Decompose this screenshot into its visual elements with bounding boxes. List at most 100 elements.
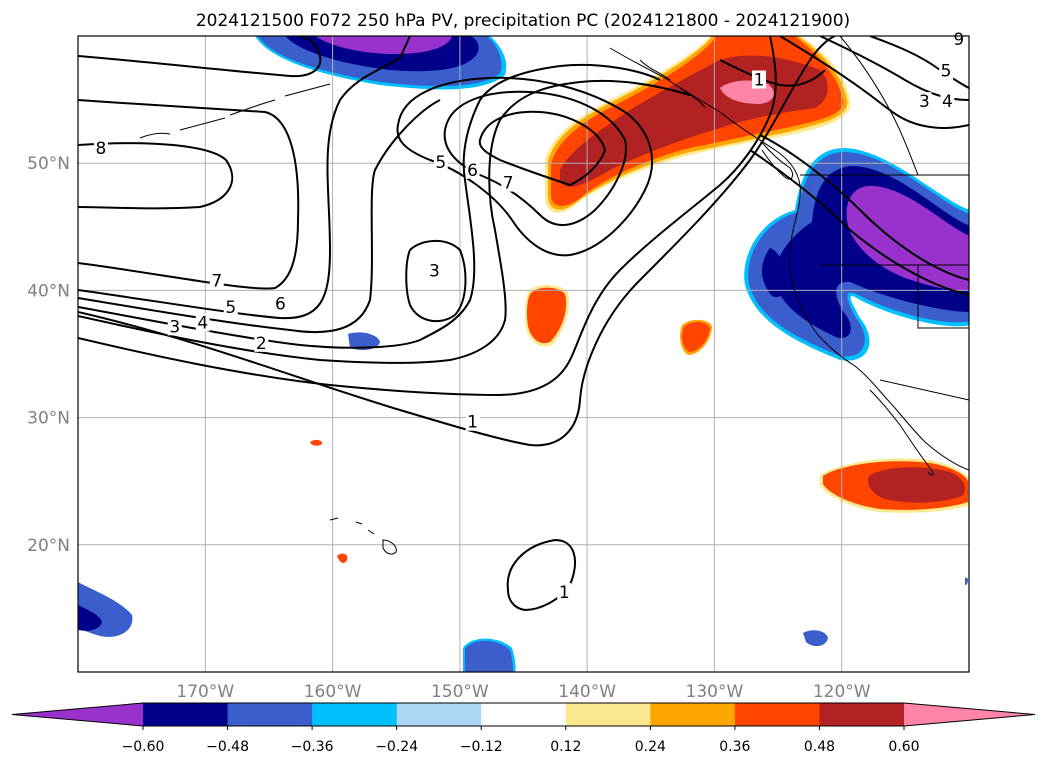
contour-label-background	[427, 261, 442, 280]
colorbar-segment	[565, 703, 651, 726]
contour-label-background	[254, 333, 269, 352]
contour-label-background	[195, 313, 210, 332]
pv-contour-3-east	[779, 36, 969, 129]
contour-label-background	[939, 61, 954, 80]
precip-negative-small	[78, 332, 968, 672]
contour-label: 7	[211, 271, 222, 291]
colorbar-tick-label: 0.12	[550, 739, 581, 755]
pv-contour-8	[78, 36, 322, 78]
precip-positive-mexico	[820, 458, 969, 513]
x-tick-label: 130°W	[686, 682, 744, 702]
pv-contour-3-closed	[405, 240, 467, 323]
state-borders	[800, 174, 969, 401]
precip-positive-small	[310, 284, 712, 563]
colorbar-tick-label: 0.24	[635, 739, 666, 755]
colorbar-segment	[650, 703, 736, 726]
contour-label: 3	[169, 317, 180, 337]
x-tick-label: 160°W	[304, 682, 362, 702]
colorbar-extend-low	[12, 703, 143, 726]
contour-label-background	[93, 139, 108, 158]
contour-label: 7	[503, 174, 514, 194]
pv-contour-east-south	[759, 134, 969, 281]
contour-label-background	[273, 294, 288, 313]
contour-label-background	[557, 583, 572, 602]
colorbar-tick-label: 0.60	[888, 739, 919, 755]
contour-label-background	[751, 70, 766, 89]
pv-contour-2-west	[78, 36, 777, 397]
pv-contour-3-west	[78, 79, 691, 364]
y-axis-ticks: 20°N 30°N 40°N 50°N	[27, 154, 70, 556]
pv-contour-8b	[78, 142, 234, 210]
precip-negative-west-us	[744, 148, 969, 361]
contour-label-background	[167, 317, 182, 336]
coastline-baja	[869, 389, 934, 476]
contour-label: 8	[95, 139, 106, 159]
contour-label: 4	[942, 92, 953, 112]
colorbar-segment	[143, 703, 229, 726]
y-tick-label: 20°N	[27, 536, 70, 556]
contour-label-background	[951, 29, 966, 48]
pv-contour-5-closed	[396, 76, 654, 257]
contour-label: 1	[754, 71, 765, 91]
colorbar-segment	[396, 703, 482, 726]
x-tick-label: 170°W	[176, 682, 234, 702]
colorbar-segment	[819, 703, 905, 726]
coastline-north-america	[609, 47, 969, 471]
colorbar-segment	[481, 703, 567, 726]
pv-contour-4-west	[78, 63, 661, 349]
contour-label: 3	[919, 92, 930, 112]
pv-contour-east-north	[719, 59, 826, 87]
colorbar-segment	[227, 703, 313, 726]
contour-label-background	[940, 92, 955, 111]
y-tick-label: 30°N	[27, 409, 70, 429]
pv-contour-7-closed	[478, 110, 607, 187]
contour-label-background	[465, 160, 480, 179]
colorbar-tick-label: 0.48	[804, 739, 835, 755]
colorbar-tick-label: −0.60	[122, 739, 165, 755]
pv-contour-1-south	[506, 538, 576, 612]
x-tick-label: 150°W	[431, 682, 489, 702]
x-tick-label: 120°W	[813, 682, 871, 702]
gridlines	[78, 36, 969, 672]
contour-label: 5	[941, 62, 952, 82]
coastline-alaska-panhandle	[639, 59, 706, 109]
contour-label: 9	[953, 30, 964, 50]
contour-label: 4	[197, 313, 208, 333]
pv-contour-1-west	[78, 36, 836, 447]
contour-label: 1	[467, 413, 478, 433]
contour-label: 3	[429, 261, 440, 281]
contour-label-background	[501, 173, 516, 192]
contour-label: 6	[467, 161, 478, 181]
contour-label: 5	[225, 298, 236, 318]
hawaii-islands	[329, 517, 397, 555]
contour-label: 1	[559, 583, 570, 603]
map-frame	[77, 35, 970, 673]
x-tick-label: 140°W	[558, 682, 616, 702]
contour-label-background	[917, 92, 932, 111]
contour-label: 5	[435, 153, 446, 173]
aleutian-islands	[139, 83, 331, 139]
pv-contour-east-south-2	[749, 149, 969, 296]
colorbar: −0.60 −0.48 −0.36 −0.24 −0.12 0.12 0.24 0.36 0.4…	[11, 702, 1036, 755]
chart-title: 2024121500 F072 250 hPa PV, precipitatio…	[196, 11, 850, 31]
pv-contour-6-closed	[443, 90, 627, 227]
colorbar-tick-label: −0.24	[375, 739, 418, 755]
contour-label-background	[433, 153, 448, 172]
colorbar-segment	[734, 703, 820, 726]
contour-label-background	[465, 412, 480, 431]
pv-contour-6-west	[78, 36, 411, 320]
y-tick-label: 40°N	[27, 281, 70, 301]
canada-interior	[839, 36, 919, 176]
colorbar-extend-high	[904, 703, 1035, 726]
colorbar-tick-label: −0.36	[291, 739, 334, 755]
colorbar-tick-label: −0.12	[460, 739, 503, 755]
x-axis-ticks: 170°W 160°W 150°W 140°W 130°W 120°W	[176, 682, 870, 702]
contour-label: 2	[256, 334, 267, 354]
contour-label-background	[209, 271, 224, 290]
contour-label-background	[223, 298, 238, 317]
colorbar-tick-label: 0.36	[719, 739, 750, 755]
y-tick-label: 50°N	[27, 154, 70, 174]
